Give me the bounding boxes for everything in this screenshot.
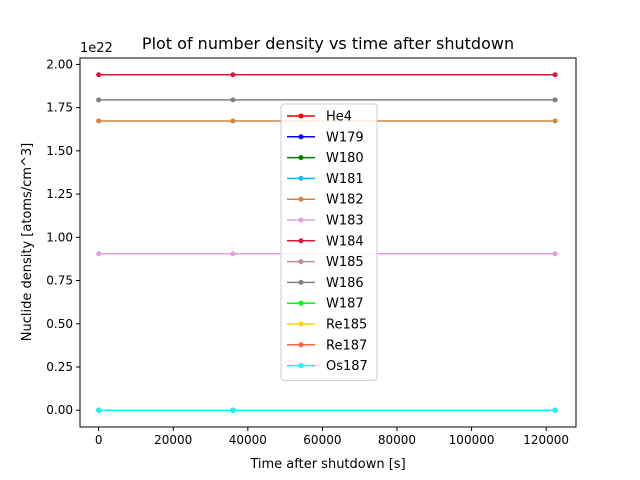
x-tick-label: 80000 <box>378 433 416 447</box>
legend-label-re187: Re187 <box>326 338 367 353</box>
y-tick-label: 2.00 <box>46 57 73 71</box>
axes-frame <box>79 57 577 428</box>
data-point-w182-2 <box>552 118 558 124</box>
y-tick-label: 0.75 <box>46 274 73 288</box>
y-tick-label: 1.75 <box>46 101 73 115</box>
chart-title: Plot of number density vs time after shu… <box>142 34 514 53</box>
legend-label-w186: W186 <box>326 276 364 291</box>
legend-label-re185: Re185 <box>326 318 367 333</box>
x-tick-label: 40000 <box>229 433 267 447</box>
x-tick-label: 20000 <box>154 433 192 447</box>
legend-marker-w179 <box>298 134 304 140</box>
y-axis-label: Nuclide density [atoms/cm^3] <box>20 143 35 341</box>
data-point-os187-0 <box>96 407 102 413</box>
y-axis-multiplier: 1e22 <box>80 41 113 56</box>
data-point-w186-2 <box>552 97 558 103</box>
legend-label-w179: W179 <box>326 130 364 145</box>
plot-area: 0 20000 40000 60000 80000 100000 120000 0.00 0.2… <box>46 57 577 447</box>
legend-label-w187: W187 <box>326 297 364 312</box>
data-point-w182-1 <box>230 118 236 124</box>
legend-label-w185: W185 <box>326 255 364 270</box>
y-tick-label: 0.25 <box>46 360 73 374</box>
legend-marker-w181 <box>298 175 304 181</box>
legend-marker-w187 <box>298 300 304 306</box>
y-tick-label: 1.00 <box>46 230 73 244</box>
data-point-w183-2 <box>552 251 558 257</box>
legend-label-w181: W181 <box>326 172 364 187</box>
data-point-os187-1 <box>230 407 236 413</box>
legend-marker-w186 <box>298 279 304 285</box>
data-point-w184-2 <box>552 72 558 78</box>
data-point-w186-1 <box>230 97 236 103</box>
legend-marker-he4 <box>298 113 304 119</box>
legend-marker-w185 <box>298 259 304 265</box>
legend: He4 W179 W180 W181 W182 W183 W184 W185 W186 W187 R… <box>280 103 378 381</box>
legend-box <box>280 103 378 381</box>
legend-marker-w183 <box>298 217 304 223</box>
data-point-w183-0 <box>96 251 102 257</box>
x-tick-label: 100000 <box>449 433 495 447</box>
legend-marker-w182 <box>298 196 304 202</box>
legend-label-w183: W183 <box>326 214 364 229</box>
legend-marker-w180 <box>298 155 304 161</box>
x-tick-label: 120000 <box>523 433 569 447</box>
y-tick-label: 1.50 <box>46 144 73 158</box>
x-axis-label: Time after shutdown [s] <box>249 457 405 472</box>
data-point-w184-1 <box>230 72 236 78</box>
data-point-w182-0 <box>96 118 102 124</box>
legend-marker-re187 <box>298 342 304 348</box>
legend-marker-os187 <box>298 363 304 369</box>
legend-label-he4: He4 <box>326 110 352 125</box>
x-tick-label: 0 <box>95 433 103 447</box>
x-tick-label: 60000 <box>303 433 341 447</box>
legend-label-w180: W180 <box>326 151 364 166</box>
data-point-w184-0 <box>96 72 102 78</box>
legend-marker-w184 <box>298 238 304 244</box>
legend-label-w182: W182 <box>326 193 364 208</box>
data-point-os187-2 <box>552 407 558 413</box>
y-tick-label: 1.25 <box>46 187 73 201</box>
y-tick-label: 0.50 <box>46 317 73 331</box>
legend-label-os187: Os187 <box>326 359 368 374</box>
legend-marker-re185 <box>298 321 304 327</box>
legend-label-w184: W184 <box>326 234 364 249</box>
data-point-w186-0 <box>96 97 102 103</box>
data-point-w183-1 <box>230 251 236 257</box>
y-tick-label: 0.00 <box>46 403 73 417</box>
